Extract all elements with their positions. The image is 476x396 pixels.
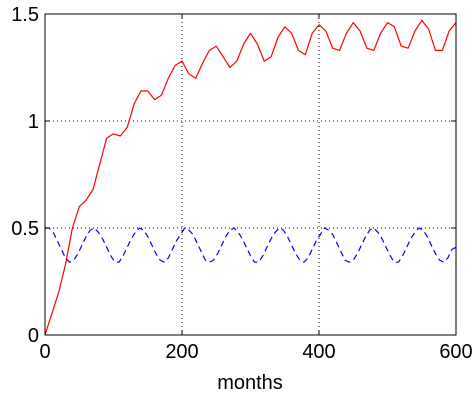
plot-background [45,14,456,335]
y-tick-label: 1 [28,111,39,133]
y-tick-label: 1.5 [11,4,39,26]
grid-lines [45,14,456,335]
x-tick-label: 200 [165,341,198,363]
x-tick-label: 400 [302,341,335,363]
tick-labels: 0 200 400 600 0 0.5 1 1.5 [11,4,473,363]
x-axis-label: months [217,372,283,394]
y-tick-label: 0.5 [11,218,39,240]
data-series [44,19,457,336]
axis-ticks [44,13,457,336]
plot-frame [44,13,457,336]
series-line-1 [44,19,457,336]
y-tick-label: 0 [28,325,39,347]
series-line-2 [45,227,457,263]
x-tick-label: 0 [39,341,50,363]
x-tick-label: 600 [439,341,472,363]
